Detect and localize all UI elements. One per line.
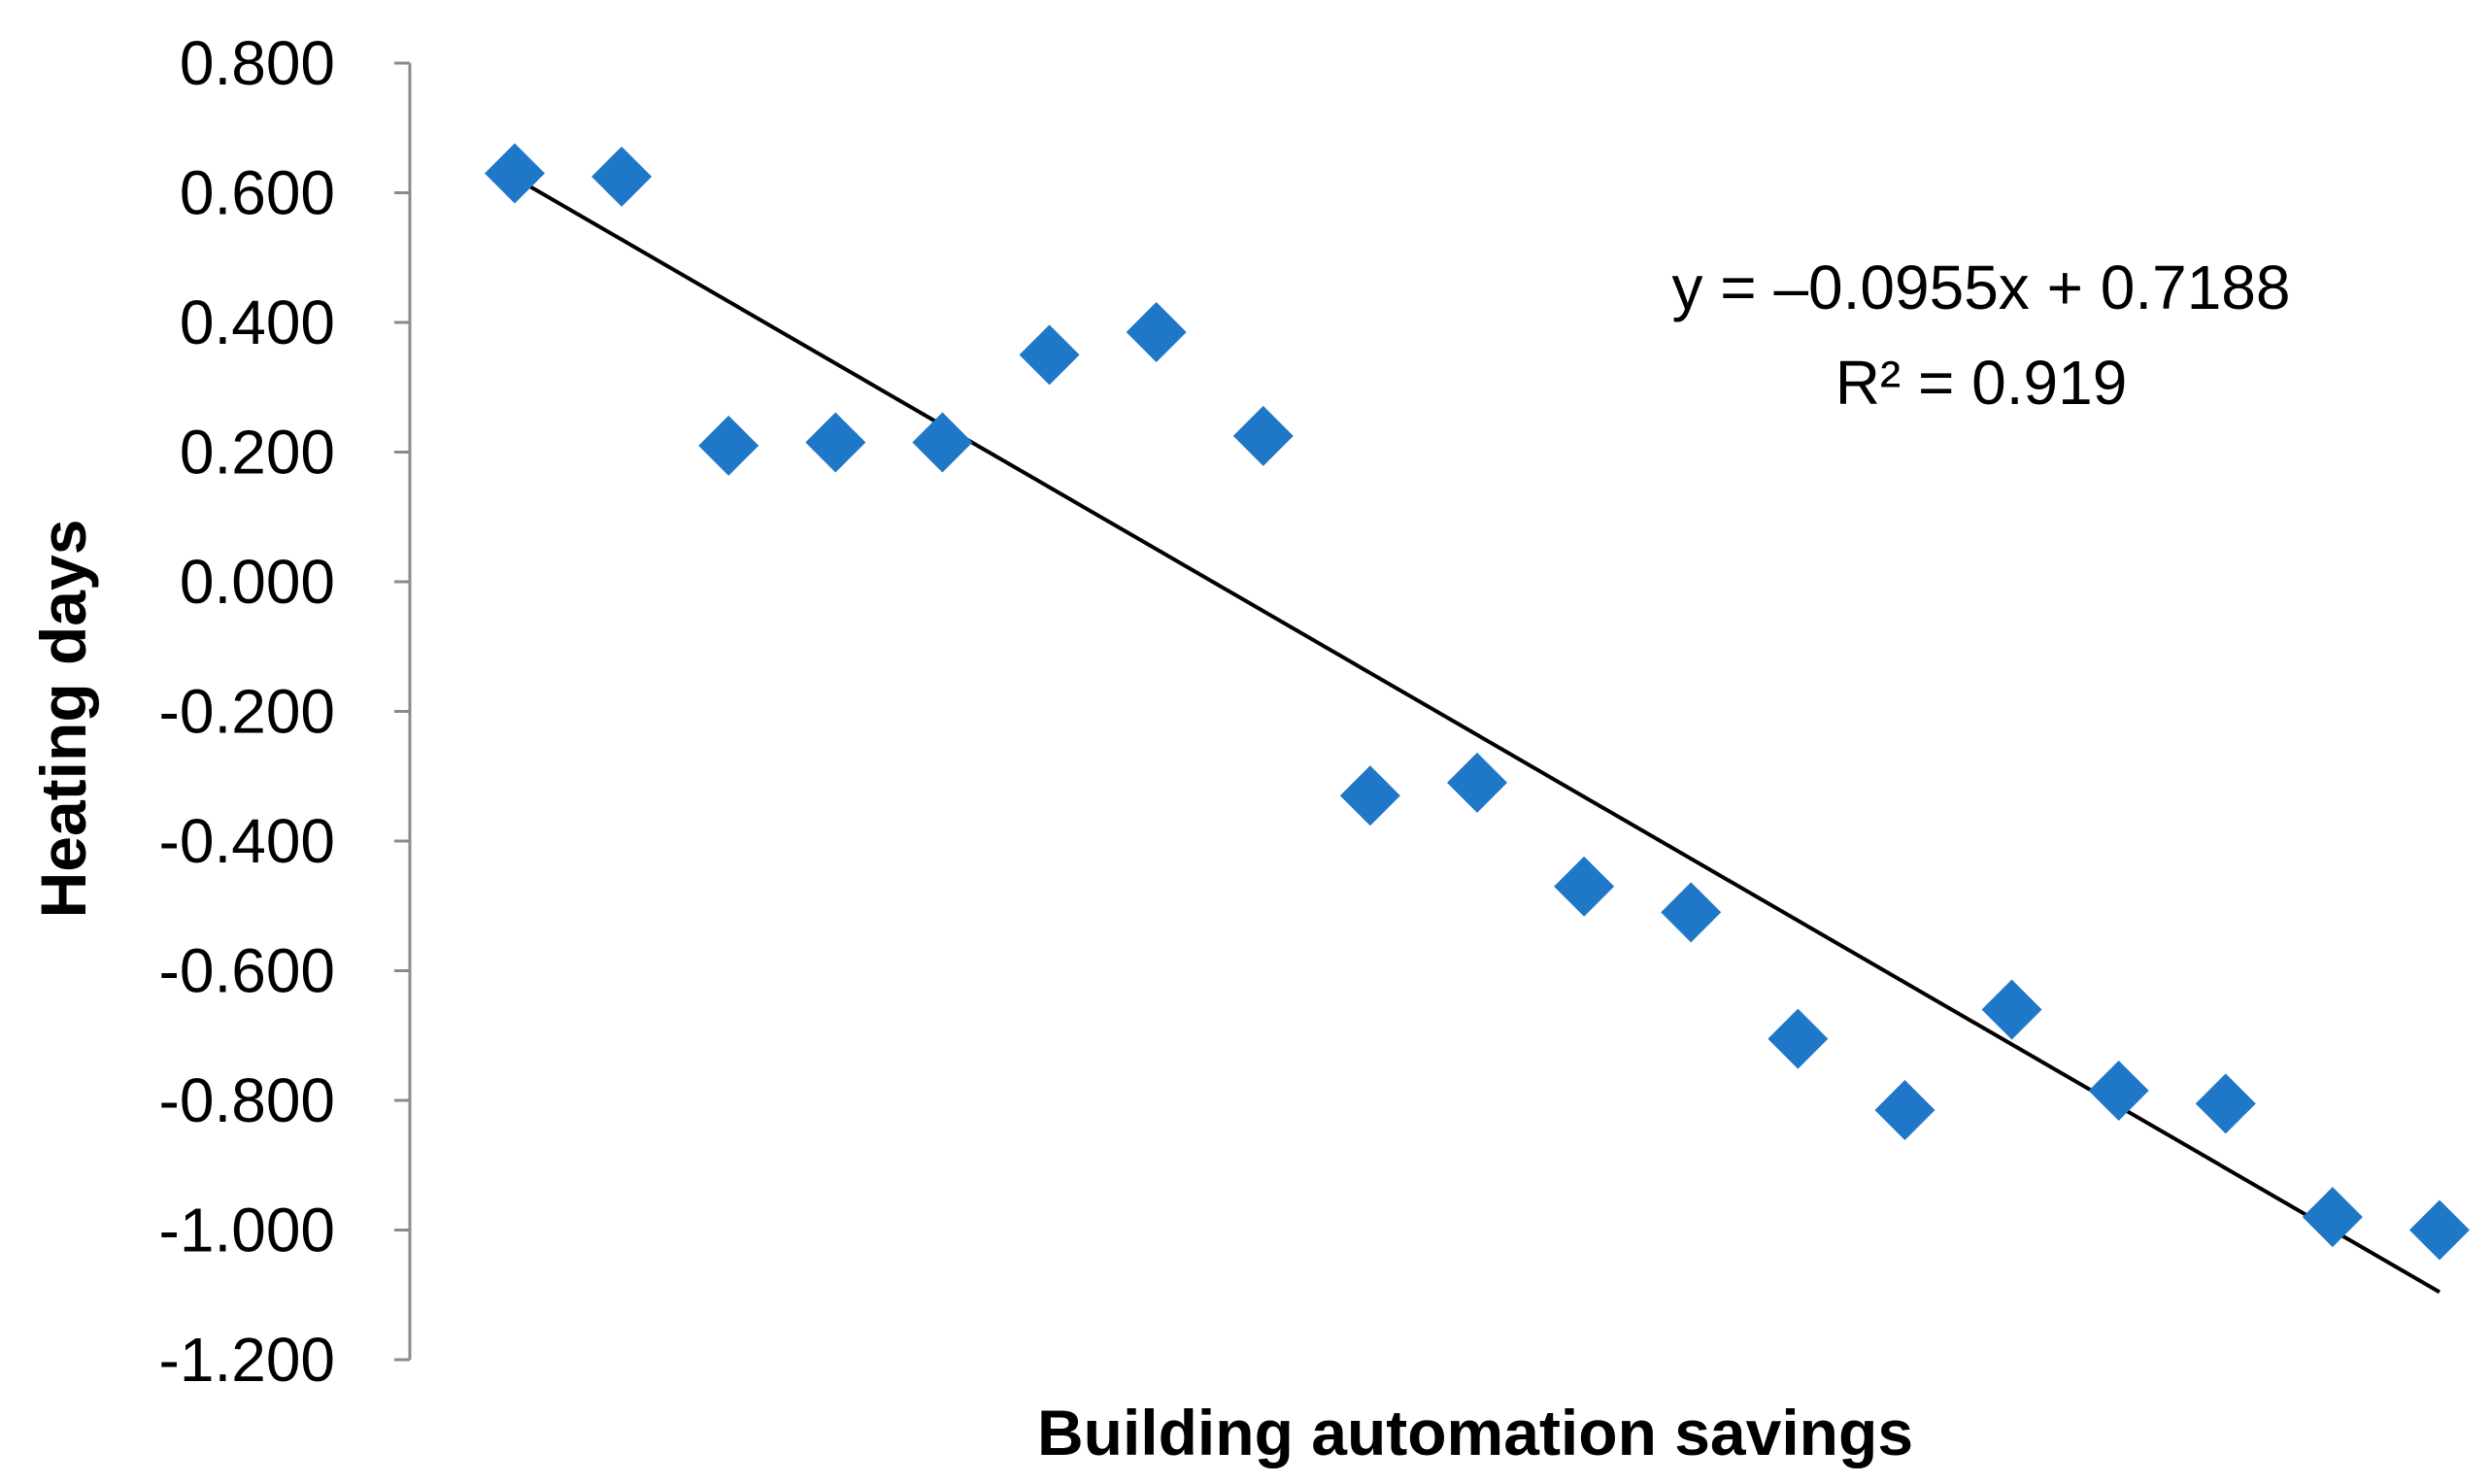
- data-point: [698, 415, 759, 476]
- y-tick-label: -0.400: [159, 806, 335, 876]
- y-tick-label: 0.600: [180, 158, 335, 228]
- trendline-equation: y = –0.0955x + 0.7188: [1672, 253, 2291, 322]
- trendline-r-squared: R² = 0.919: [1835, 348, 2128, 418]
- x-axis-title: Building automation savings: [1037, 1397, 1913, 1468]
- data-point: [912, 412, 973, 473]
- y-tick-label: -0.600: [159, 936, 335, 1006]
- data-point: [485, 143, 545, 204]
- y-axis-title: Heating days: [27, 520, 99, 919]
- data-points: [485, 143, 2470, 1261]
- y-tick-label: 0.000: [180, 547, 335, 617]
- data-point: [2302, 1187, 2363, 1248]
- data-point: [1767, 1008, 1829, 1069]
- trendline-group: [513, 176, 2441, 1295]
- data-point: [2088, 1060, 2149, 1121]
- data-point: [1232, 405, 1294, 466]
- trendline: [513, 176, 2441, 1295]
- data-point: [1874, 1080, 1936, 1141]
- data-point: [1447, 752, 1507, 813]
- y-tick-label: -1.000: [159, 1196, 335, 1265]
- data-point: [1554, 856, 1615, 917]
- data-point: [591, 146, 653, 207]
- data-point: [1339, 765, 1400, 826]
- data-point: [1661, 882, 1722, 943]
- y-tick-label: 0.800: [180, 28, 335, 98]
- trendline-annotation: y = –0.0955x + 0.7188 R² = 0.919: [1672, 253, 2291, 418]
- data-point: [1981, 979, 2042, 1040]
- y-tick-label: 0.200: [180, 418, 335, 488]
- y-tick-label: 0.400: [180, 287, 335, 357]
- y-tick-label: -1.200: [159, 1325, 335, 1395]
- data-point: [1126, 302, 1187, 363]
- data-point: [2195, 1073, 2256, 1134]
- data-point: [805, 412, 866, 473]
- y-tick-label: -0.200: [159, 677, 335, 747]
- y-tick-label: -0.800: [159, 1065, 335, 1135]
- data-point: [2409, 1199, 2470, 1261]
- data-point: [1019, 324, 1080, 386]
- y-axis: 0.800 0.600 0.400 0.200 0.000 -0.200 -0.400 -0.…: [159, 28, 412, 1395]
